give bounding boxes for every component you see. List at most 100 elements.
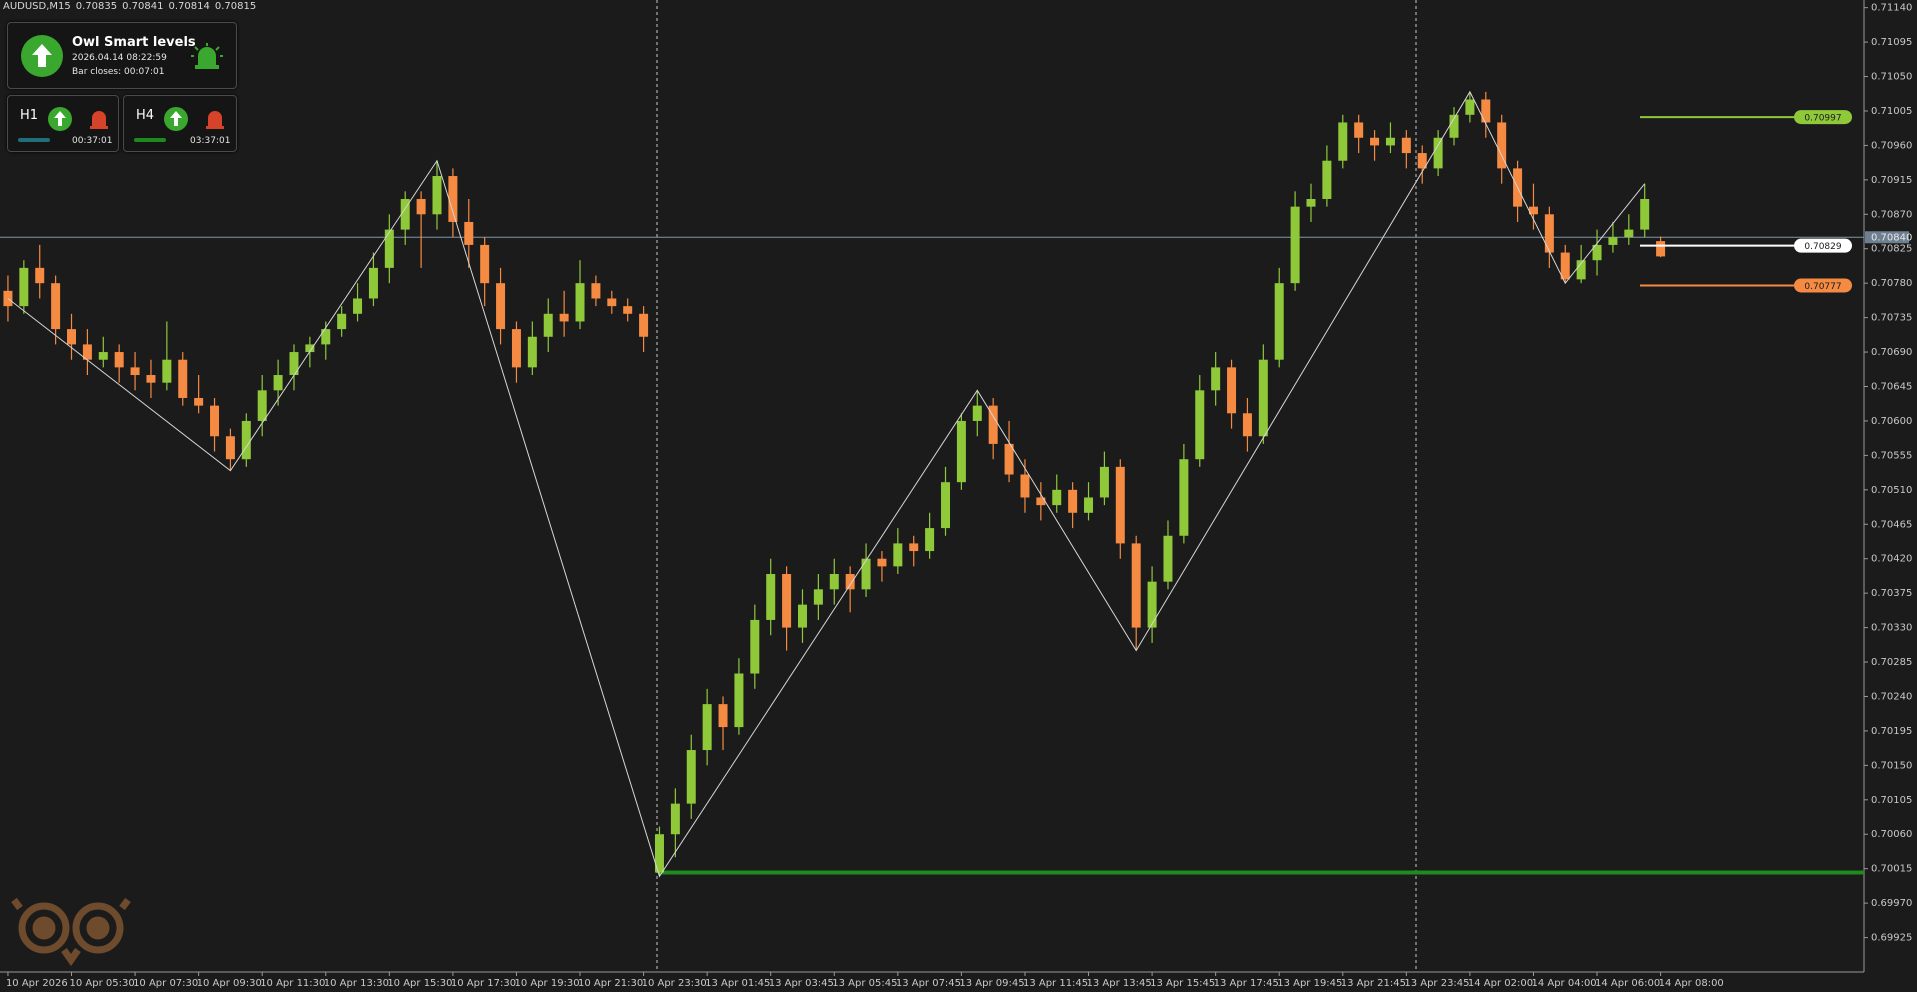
candle-body xyxy=(1640,198,1650,230)
candle-body xyxy=(98,352,108,360)
alarm-icon xyxy=(206,111,224,129)
quote: 0.70815 xyxy=(214,1,257,12)
candle-body xyxy=(1544,214,1554,253)
candle-body xyxy=(909,543,919,552)
x-tick-label: 13 Apr 11:45 xyxy=(1023,978,1088,989)
y-tick-label: 0.70060 xyxy=(1871,829,1912,840)
candle-body xyxy=(670,803,680,835)
x-tick-label: 10 Apr 23:30 xyxy=(642,978,707,989)
candle-body xyxy=(1417,153,1427,169)
candle-body xyxy=(766,574,776,620)
candle-body xyxy=(734,673,744,728)
h1-panel: H1 00:37:01 xyxy=(7,95,119,152)
candle-body xyxy=(1576,260,1586,280)
candle-body xyxy=(988,405,998,444)
price-box xyxy=(1865,231,1909,244)
level-box xyxy=(1794,278,1852,293)
candle-body xyxy=(813,589,823,605)
candle-body xyxy=(1020,474,1030,498)
x-tick-label: 13 Apr 03:45 xyxy=(769,978,834,989)
candle-body xyxy=(1084,497,1094,513)
candle-body xyxy=(1481,99,1491,123)
candle-body xyxy=(1624,229,1634,238)
y-tick-label: 0.70735 xyxy=(1871,313,1912,324)
y-tick-label: 0.70150 xyxy=(1871,760,1912,771)
x-tick-label: 13 Apr 01:45 xyxy=(705,978,770,989)
candle-body xyxy=(1242,413,1252,437)
candle-body xyxy=(829,574,839,590)
candle-body xyxy=(35,267,45,284)
candle-body xyxy=(893,543,903,567)
candle-body xyxy=(51,283,61,330)
x-tick-label: 10 Apr 19:30 xyxy=(514,978,579,989)
candle-body xyxy=(941,482,951,529)
y-tick-label: 0.69970 xyxy=(1871,898,1912,909)
x-tick-label: 14 Apr 04:00 xyxy=(1531,978,1596,989)
candle-body xyxy=(1497,122,1507,169)
candle-body xyxy=(1195,390,1205,460)
candle-body xyxy=(1258,359,1268,437)
timer: 00:37:01 xyxy=(72,136,113,146)
candle-body xyxy=(210,405,220,437)
y-tick-label: 0.70645 xyxy=(1871,382,1912,393)
quote: 0.70814 xyxy=(168,1,210,12)
y-tick-label: 0.70825 xyxy=(1871,244,1912,255)
panel-title: Owl Smart levels xyxy=(72,35,196,50)
candle-body xyxy=(114,352,124,368)
up-icon xyxy=(48,107,72,131)
timeframe: H4 xyxy=(136,108,155,123)
owl-logo xyxy=(11,897,131,967)
candle-body xyxy=(1068,489,1078,513)
candle-body xyxy=(1036,497,1046,506)
candle-body xyxy=(432,176,442,215)
candle-body xyxy=(511,329,521,368)
y-tick-label: 0.70240 xyxy=(1871,691,1912,702)
candle-body xyxy=(321,329,331,345)
candle-body xyxy=(1338,122,1348,161)
candle-body xyxy=(273,375,283,391)
timer: 03:37:01 xyxy=(190,136,231,146)
zigzag xyxy=(7,90,1646,878)
candle-body xyxy=(1306,198,1316,207)
candle-body xyxy=(1401,137,1411,154)
y-tick-label: 0.70510 xyxy=(1871,485,1912,496)
candle-body xyxy=(146,375,156,383)
candle-body xyxy=(225,436,235,460)
candle-body xyxy=(1163,535,1173,582)
candle-body xyxy=(972,405,982,421)
candle-body xyxy=(241,420,251,460)
y-tick-label: 0.70960 xyxy=(1871,140,1912,151)
candle-body xyxy=(162,359,172,383)
candle-body xyxy=(400,198,410,230)
candle-body xyxy=(1004,443,1014,475)
y-tick-label: 0.70015 xyxy=(1871,864,1912,875)
candle-body xyxy=(1147,581,1157,628)
y-tick-label: 0.70915 xyxy=(1871,175,1912,186)
x-tick-label: 10 Apr 21:30 xyxy=(578,978,643,989)
candle-body xyxy=(384,229,394,268)
x-tick-label: 10 Apr 17:30 xyxy=(451,978,516,989)
candle-body xyxy=(925,528,935,552)
panel-time: 2026.04.14 08:22:59 xyxy=(72,53,167,63)
candle-body xyxy=(368,267,378,299)
x-tick-label: 14 Apr 06:00 xyxy=(1595,978,1660,989)
candle-body xyxy=(67,329,77,345)
level-label: 0.70997 xyxy=(1804,114,1841,124)
x-tick-label: 13 Apr 09:45 xyxy=(959,978,1024,989)
candle-body xyxy=(1449,114,1459,138)
candle-body xyxy=(130,367,140,376)
level-label: 0.70777 xyxy=(1804,282,1841,292)
level-box xyxy=(1794,110,1852,125)
candle-body xyxy=(289,352,299,376)
x-tick-label: 10 Apr 11:30 xyxy=(260,978,325,989)
candle-body xyxy=(178,359,188,398)
candle-body xyxy=(353,298,363,314)
candle-body xyxy=(1560,252,1570,280)
candle-body xyxy=(845,574,855,590)
candle-body xyxy=(1115,466,1125,544)
candle-body xyxy=(686,750,696,804)
candle-body xyxy=(1608,237,1618,245)
candle-body xyxy=(782,574,792,628)
y-tick-label: 0.70465 xyxy=(1871,519,1912,530)
candle-body xyxy=(527,336,537,368)
